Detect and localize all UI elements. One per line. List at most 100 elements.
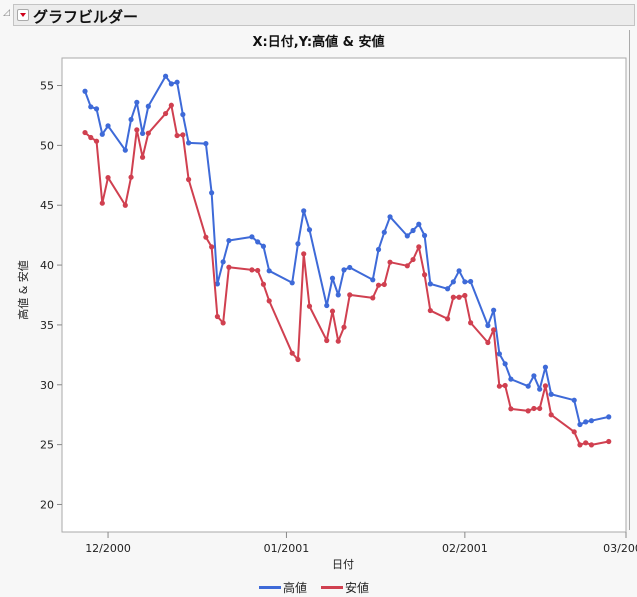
data-point-high: [105, 123, 111, 129]
data-point-high: [209, 190, 215, 196]
data-point-low: [145, 130, 151, 136]
data-point-high: [295, 241, 301, 247]
data-point-low: [105, 174, 111, 181]
data-point-low: [209, 244, 215, 250]
y-tick-label: 40: [40, 259, 54, 272]
data-point-low: [456, 294, 462, 300]
graph-builder-header: グラフビルダー: [13, 4, 635, 26]
data-point-high: [548, 391, 554, 397]
data-point-high: [341, 267, 347, 273]
data-point-low: [306, 303, 313, 309]
data-point-high: [537, 386, 543, 392]
data-point-low: [571, 429, 577, 435]
data-point-low: [444, 316, 451, 322]
y-tick-label: 35: [40, 319, 54, 332]
data-point-low: [450, 294, 456, 300]
data-point-low: [162, 110, 169, 117]
data-point-high: [462, 279, 468, 285]
data-point-low: [266, 298, 272, 304]
data-point-low: [404, 263, 410, 269]
data-point-high: [456, 268, 462, 274]
data-point-high: [289, 280, 295, 286]
legend-swatch-high: [259, 586, 281, 589]
data-point-low: [421, 272, 428, 278]
data-point-high: [427, 281, 433, 287]
data-point-low: [502, 382, 508, 389]
data-point-low: [289, 350, 295, 356]
x-tick-label: 01/2001: [264, 542, 310, 555]
data-point-low: [496, 383, 502, 389]
data-point-high: [255, 239, 261, 245]
data-point-high: [370, 277, 376, 283]
data-point-high: [214, 281, 220, 287]
data-point-high: [329, 275, 336, 281]
data-point-low: [301, 251, 307, 257]
plot-area: [61, 57, 627, 533]
chart-title: X:日付,Y:高値 & 安値: [252, 35, 385, 50]
data-point-low: [214, 313, 220, 320]
data-point-low: [203, 234, 209, 240]
y-tick-label: 25: [40, 439, 54, 452]
data-point-low: [537, 405, 543, 412]
data-point-low: [249, 267, 255, 273]
data-point-high: [416, 221, 422, 227]
data-point-high: [583, 419, 589, 425]
data-point-low: [174, 132, 180, 139]
data-point-low: [88, 134, 94, 141]
data-point-low: [260, 281, 267, 287]
disclosure-triangle-icon[interactable]: ◿: [3, 8, 10, 18]
data-point-low: [139, 154, 146, 160]
data-point-high: [128, 116, 134, 123]
data-point-low: [508, 406, 514, 412]
data-point-high: [588, 418, 595, 424]
data-point-low: [370, 295, 376, 301]
data-point-high: [410, 227, 416, 234]
data-point-high: [335, 292, 341, 298]
data-point-high: [301, 208, 307, 214]
data-point-high: [444, 286, 451, 292]
y-tick-label: 45: [40, 199, 54, 212]
data-point-low: [583, 440, 589, 446]
data-point-high: [375, 246, 382, 253]
y-tick-label: 30: [40, 379, 54, 392]
data-point-low: [329, 308, 336, 314]
data-point-low: [577, 442, 583, 448]
data-point-low: [226, 264, 232, 270]
data-point-high: [93, 106, 100, 112]
data-point-low: [462, 292, 468, 299]
data-point-high: [180, 111, 186, 118]
x-tick-label: 03/2001: [603, 542, 637, 555]
legend-item-high[interactable]: 高値: [259, 579, 307, 596]
header-title: グラフビルダー: [33, 8, 139, 26]
x-tick-label: 02/2001: [442, 542, 488, 555]
data-point-high: [387, 214, 393, 220]
data-point-high: [99, 131, 105, 137]
data-point-high: [502, 361, 508, 367]
data-point-high: [468, 278, 474, 285]
data-point-high: [485, 322, 491, 329]
red-triangle-menu-icon[interactable]: [17, 9, 29, 21]
legend: 高値 安値: [259, 579, 383, 596]
data-point-high: [249, 234, 255, 240]
data-point-high: [174, 79, 180, 85]
data-point-high: [134, 99, 140, 105]
data-point-high: [139, 130, 146, 137]
data-point-high: [186, 140, 192, 146]
data-point-low: [410, 256, 416, 263]
data-point-low: [168, 102, 174, 108]
frame-divider: [629, 30, 630, 530]
data-point-low: [491, 327, 497, 333]
data-point-high: [542, 364, 549, 370]
data-point-low: [295, 356, 301, 363]
data-point-high: [421, 232, 428, 239]
data-point-high: [577, 421, 583, 428]
data-point-low: [186, 176, 192, 183]
data-point-low: [220, 320, 226, 326]
data-point-low: [387, 259, 393, 265]
legend-swatch-low: [321, 586, 344, 589]
data-point-low: [82, 129, 88, 136]
data-point-low: [548, 412, 554, 418]
legend-item-low[interactable]: 安値: [321, 579, 369, 596]
data-point-high: [347, 264, 353, 271]
